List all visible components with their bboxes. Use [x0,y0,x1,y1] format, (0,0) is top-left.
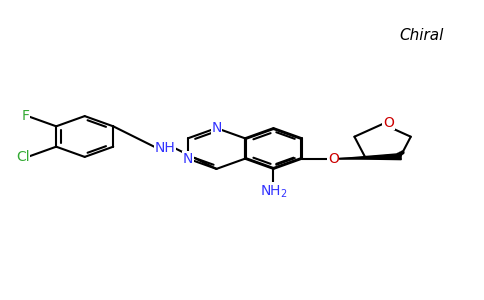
Text: O: O [328,152,339,166]
Text: N: N [183,152,193,166]
Text: N: N [212,121,222,135]
Polygon shape [339,154,401,160]
Text: Chiral: Chiral [399,28,443,44]
Text: NH$_2$: NH$_2$ [259,183,287,200]
Text: F: F [21,109,29,123]
Text: NH: NH [154,141,175,154]
Text: Cl: Cl [16,150,30,164]
Text: O: O [383,116,394,130]
